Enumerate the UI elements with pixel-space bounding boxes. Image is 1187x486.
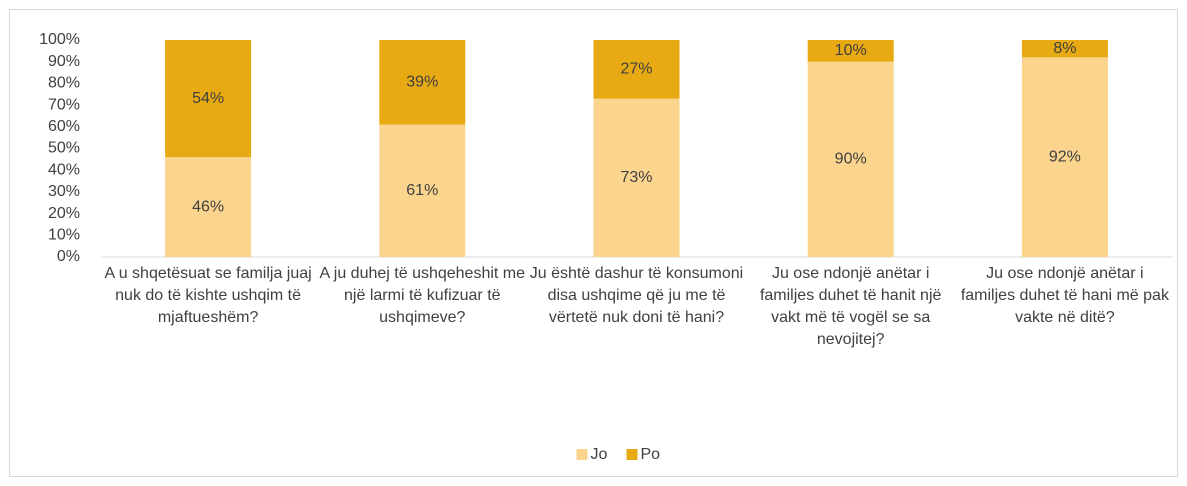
legend-label: Jo: [591, 446, 608, 463]
bar-segment: [165, 157, 252, 257]
bar-segment: [807, 40, 894, 62]
y-tick-label: 80%: [48, 75, 80, 92]
data-label: 46%: [192, 198, 224, 215]
data-label: 10%: [835, 42, 867, 59]
data-label: 54%: [192, 90, 224, 107]
data-label: 61%: [406, 182, 438, 199]
data-label: 39%: [406, 74, 438, 91]
bar-segment: [1021, 40, 1108, 58]
bar-segment: [165, 40, 252, 158]
x-tick-label: Ju ose ndonjë anëtar i familjes duhet të…: [960, 265, 1169, 326]
bar-segment: [379, 124, 466, 257]
y-tick-label: 70%: [48, 96, 80, 113]
y-tick-label: 60%: [48, 118, 80, 135]
legend-label: Po: [641, 446, 661, 463]
data-label: 8%: [1053, 40, 1076, 57]
y-tick-label: 50%: [48, 140, 80, 157]
x-tick-label: A ju duhej të ushqeheshit me një larmi t…: [319, 265, 526, 326]
chart-border: [9, 9, 1178, 477]
bar-segment: [379, 40, 466, 125]
y-tick-label: 90%: [48, 53, 80, 70]
data-label: 90%: [835, 151, 867, 168]
y-tick-label: 20%: [48, 205, 80, 222]
legend-swatch: [626, 449, 638, 460]
x-tick-label: A u shqetësuat se familja juaj nuk do të…: [104, 265, 312, 326]
x-tick-label: Ju është dashur të konsumoni disa ushqim…: [529, 265, 744, 326]
y-tick-label: 100%: [39, 31, 80, 48]
y-tick-label: 30%: [48, 183, 80, 200]
legend-swatch: [576, 449, 588, 460]
y-tick-label: 10%: [48, 227, 80, 244]
bar-segment: [807, 61, 894, 258]
x-tick-label: Ju ose ndonjë anëtar i familjes duhet të…: [759, 265, 942, 348]
data-label: 27%: [620, 61, 652, 78]
bar-segment: [593, 98, 680, 257]
data-label: 92%: [1049, 148, 1081, 165]
data-label: 73%: [620, 169, 652, 186]
y-tick-label: 40%: [48, 161, 80, 178]
y-tick-label: 0%: [57, 248, 80, 265]
bar-segment: [593, 40, 680, 99]
bar-segment: [1021, 57, 1108, 257]
